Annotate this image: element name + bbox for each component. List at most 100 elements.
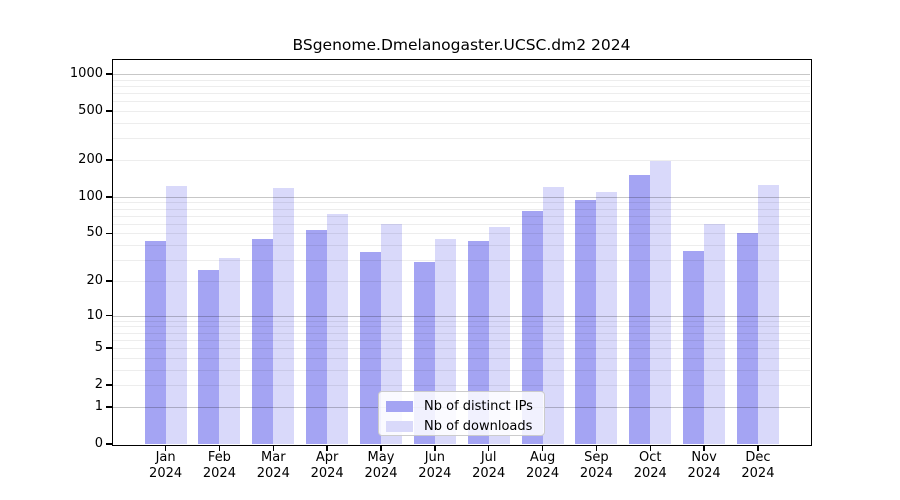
y-tick-mark — [106, 314, 113, 317]
gridline — [113, 160, 810, 161]
gridline — [113, 138, 810, 140]
y-tick-label: 5 — [94, 340, 103, 356]
x-tick-month: Feb — [207, 450, 231, 465]
bar-distinct-ips — [144, 241, 166, 444]
gridline — [113, 79, 810, 81]
x-tick-year: 2024 — [579, 466, 613, 481]
y-tick-label: 0 — [94, 436, 103, 451]
x-tick-year: 2024 — [256, 466, 290, 481]
gridline — [113, 111, 810, 113]
gridline — [113, 74, 810, 76]
gridline — [113, 332, 810, 334]
bar-downloads — [488, 227, 510, 444]
y-tick-mark — [106, 406, 113, 408]
x-tick-label: Mar 2024 — [243, 450, 303, 482]
x-tick-month: Dec — [745, 450, 771, 465]
y-tick-mark — [106, 110, 113, 112]
bar-distinct-ips — [252, 238, 274, 444]
x-tick-month: Jul — [480, 450, 497, 465]
bar-downloads — [757, 185, 779, 444]
x-tick-year: 2024 — [418, 466, 452, 481]
y-tick-mark — [106, 443, 113, 445]
x-tick-mark — [487, 445, 490, 451]
bar-downloads — [273, 188, 295, 444]
gridline — [113, 223, 810, 225]
bar-distinct-ips — [736, 233, 758, 444]
bar-downloads — [381, 223, 402, 444]
bar-downloads — [704, 223, 726, 444]
x-tick-year: 2024 — [202, 466, 236, 481]
y-tick-label: 500 — [78, 103, 103, 119]
x-tick-label: Aug 2024 — [513, 450, 573, 482]
gridline — [113, 202, 810, 204]
y-tick-mark — [106, 196, 113, 198]
legend-swatch-distinct-ips — [386, 400, 413, 412]
y-tick-label: 100 — [78, 188, 103, 204]
x-tick-mark — [164, 445, 167, 451]
x-tick-label: Feb 2024 — [189, 450, 249, 482]
x-tick-mark — [218, 445, 221, 451]
gridline — [113, 85, 810, 87]
x-tick-mark — [703, 445, 705, 451]
x-tick-mark — [649, 445, 651, 451]
bar-distinct-ips — [521, 210, 543, 444]
bar-distinct-ips — [198, 269, 220, 444]
y-tick-mark — [106, 280, 113, 282]
bar-downloads — [219, 258, 241, 444]
x-tick-mark — [595, 445, 598, 451]
x-tick-year: 2024 — [310, 466, 344, 481]
x-tick-label: Jul 2024 — [459, 450, 519, 482]
gridline — [113, 369, 810, 371]
x-tick-year: 2024 — [633, 466, 667, 481]
bar-downloads — [327, 214, 349, 444]
y-tick-mark — [106, 232, 113, 235]
bar-distinct-ips — [360, 252, 381, 444]
y-tick-label: 1000 — [69, 66, 103, 82]
bar-distinct-ips — [575, 199, 597, 444]
x-tick-label: Sep 2024 — [566, 450, 626, 482]
x-tick-label: Dec 2024 — [728, 450, 788, 482]
x-tick-mark — [541, 445, 544, 451]
y-tick-mark — [106, 73, 113, 75]
x-tick-year: 2024 — [364, 466, 398, 481]
gridline — [113, 339, 810, 341]
x-tick-month: Jan — [155, 450, 176, 465]
gridline — [113, 326, 810, 328]
gridline — [113, 385, 810, 387]
x-tick-month: Aug — [529, 450, 556, 465]
gridline — [113, 196, 810, 198]
legend: Nb of distinct IPs Nb of downloads — [378, 391, 545, 436]
x-tick-mark — [326, 445, 328, 451]
bar-downloads — [542, 186, 564, 444]
gridline — [113, 233, 810, 235]
x-tick-label: Oct 2024 — [620, 450, 680, 482]
gridline — [113, 101, 810, 103]
bar-downloads — [165, 186, 187, 444]
y-tick-label: 10 — [86, 307, 103, 323]
legend-label-downloads: Nb of downloads — [424, 418, 533, 434]
y-tick-mark — [106, 159, 113, 161]
gridline — [113, 93, 810, 95]
x-tick-month: Oct — [639, 450, 662, 465]
x-tick-year: 2024 — [149, 466, 183, 481]
legend-swatch-downloads — [386, 420, 413, 432]
x-tick-year: 2024 — [526, 466, 560, 481]
gridline — [113, 260, 810, 262]
legend-label-distinct-ips: Nb of distinct IPs — [424, 398, 533, 414]
y-tick-label: 50 — [86, 225, 103, 241]
bar-downloads — [650, 161, 672, 444]
gridline — [113, 348, 810, 350]
x-tick-mark — [272, 445, 275, 451]
legend-item-distinct-ips: Nb of distinct IPs — [386, 398, 544, 414]
x-tick-mark — [757, 445, 759, 451]
x-tick-label: Jun 2024 — [405, 450, 465, 482]
gridline — [113, 245, 810, 247]
gridline — [113, 280, 810, 282]
x-tick-year: 2024 — [687, 466, 721, 481]
x-tick-month: May — [367, 450, 395, 465]
bar-distinct-ips — [306, 230, 328, 444]
gridline — [113, 215, 810, 217]
y-tick-label: 200 — [78, 152, 103, 167]
y-tick-label: 2 — [94, 377, 103, 393]
